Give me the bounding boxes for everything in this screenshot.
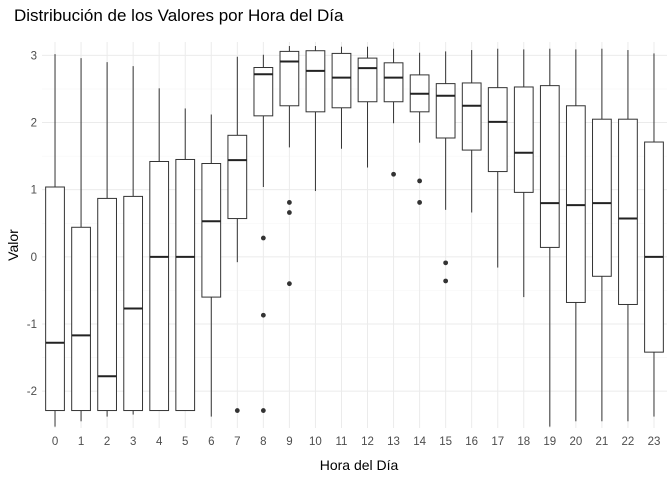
box-iqr <box>201 163 222 298</box>
box-hour-0 <box>45 54 65 427</box>
box-hour-16 <box>461 50 482 213</box>
y-tick-label: 2 <box>31 118 37 130</box>
x-tick-label: 9 <box>286 436 292 448</box>
box-iqr <box>123 195 144 412</box>
boxes <box>45 46 664 427</box>
box-iqr <box>539 85 560 248</box>
outlier-point <box>260 235 266 241</box>
box-hour-4 <box>149 88 170 412</box>
x-tick-label: 22 <box>622 436 635 448</box>
box-hour-13 <box>383 48 404 177</box>
box-hour-18 <box>513 49 534 298</box>
outlier-point <box>443 278 449 284</box>
y-tick-label: -2 <box>27 386 37 398</box>
box-iqr <box>644 141 664 353</box>
x-tick-label: 10 <box>309 436 322 448</box>
box-hour-3 <box>123 66 144 415</box>
box-hour-7 <box>227 56 248 413</box>
box-hour-8 <box>253 54 274 413</box>
outlier-point <box>234 408 240 413</box>
box-iqr <box>227 134 248 220</box>
x-tick-label: 23 <box>648 436 661 448</box>
box-iqr <box>45 186 65 412</box>
box-hour-10 <box>305 46 326 192</box>
box-hour-20 <box>565 49 586 422</box>
x-tick-label: 19 <box>543 436 556 448</box>
x-tick-label: 12 <box>361 436 374 448</box>
box-hour-6 <box>201 114 222 417</box>
box-iqr <box>383 62 404 103</box>
x-tick-label: 16 <box>465 436 478 448</box>
box-hour-11 <box>331 46 352 149</box>
outlier-point <box>260 408 266 413</box>
box-hour-14 <box>409 52 430 205</box>
outlier-point <box>286 200 292 205</box>
box-hour-5 <box>175 108 196 412</box>
outlier-point <box>417 200 423 205</box>
box-hour-1 <box>71 58 91 422</box>
x-tick-label: 0 <box>52 436 58 448</box>
outlier-point <box>443 260 449 266</box>
x-tick-label: 20 <box>569 436 582 448</box>
box-hour-17 <box>487 48 508 268</box>
outlier-point <box>286 210 292 215</box>
box-iqr <box>565 105 586 303</box>
y-axis-title: Valor <box>5 229 21 261</box>
box-hour-2 <box>97 62 117 417</box>
box-iqr <box>487 87 508 173</box>
y-tick-label: 3 <box>31 50 37 62</box>
x-tick-label: 4 <box>156 436 163 448</box>
box-hour-19 <box>539 48 560 427</box>
x-tick-label: 7 <box>234 436 240 448</box>
outlier-point <box>286 281 292 287</box>
x-tick-label: 13 <box>387 436 400 448</box>
box-hour-23 <box>644 53 664 417</box>
box-iqr <box>149 160 170 412</box>
box-iqr <box>305 50 326 113</box>
box-iqr <box>435 83 456 139</box>
x-tick-label: 3 <box>130 436 136 448</box>
box-iqr <box>461 82 482 151</box>
x-tick-label: 21 <box>595 436 608 448</box>
x-tick-label: 18 <box>517 436 530 448</box>
x-tick-label: 15 <box>439 436 452 448</box>
x-axis-title: Hora del Día <box>320 457 399 473</box>
box-iqr <box>592 118 612 277</box>
x-tick-label: 14 <box>413 436 426 448</box>
x-axis-ticks: 0 1 2 3 4 5 6 7 8 9 10 11 12 13 14 15 16 17 18 19 20 21 22 23 <box>52 436 661 448</box>
box-iqr <box>618 118 638 305</box>
chart-title: Distribución de los Valores por Hora del… <box>14 6 344 25</box>
box-hour-21 <box>592 48 612 422</box>
box-iqr <box>97 197 117 412</box>
x-tick-label: 1 <box>78 436 84 448</box>
y-tick-label: 0 <box>31 252 37 264</box>
box-hour-22 <box>618 50 638 422</box>
y-tick-label: -1 <box>27 319 37 331</box>
box-iqr <box>253 67 274 117</box>
x-tick-label: 2 <box>104 436 110 448</box>
box-hour-9 <box>279 46 300 287</box>
y-tick-label: 1 <box>31 185 37 197</box>
box-hour-12 <box>357 46 378 168</box>
x-tick-label: 17 <box>491 436 504 448</box>
box-hour-15 <box>435 51 456 284</box>
outlier-point <box>417 178 423 184</box>
box-iqr <box>513 86 534 193</box>
outlier-point <box>391 171 396 177</box>
outlier-point <box>260 312 266 318</box>
x-tick-label: 5 <box>182 436 188 448</box>
box-iqr <box>279 50 300 107</box>
x-tick-label: 6 <box>208 436 214 448</box>
box-iqr <box>357 57 378 103</box>
x-tick-label: 11 <box>336 436 348 448</box>
y-axis-ticks: -2 -1 0 1 2 3 <box>27 50 37 398</box>
box-iqr <box>331 52 352 109</box>
box-iqr <box>71 226 91 412</box>
box-iqr <box>175 158 196 412</box>
x-tick-label: 8 <box>260 436 266 448</box>
